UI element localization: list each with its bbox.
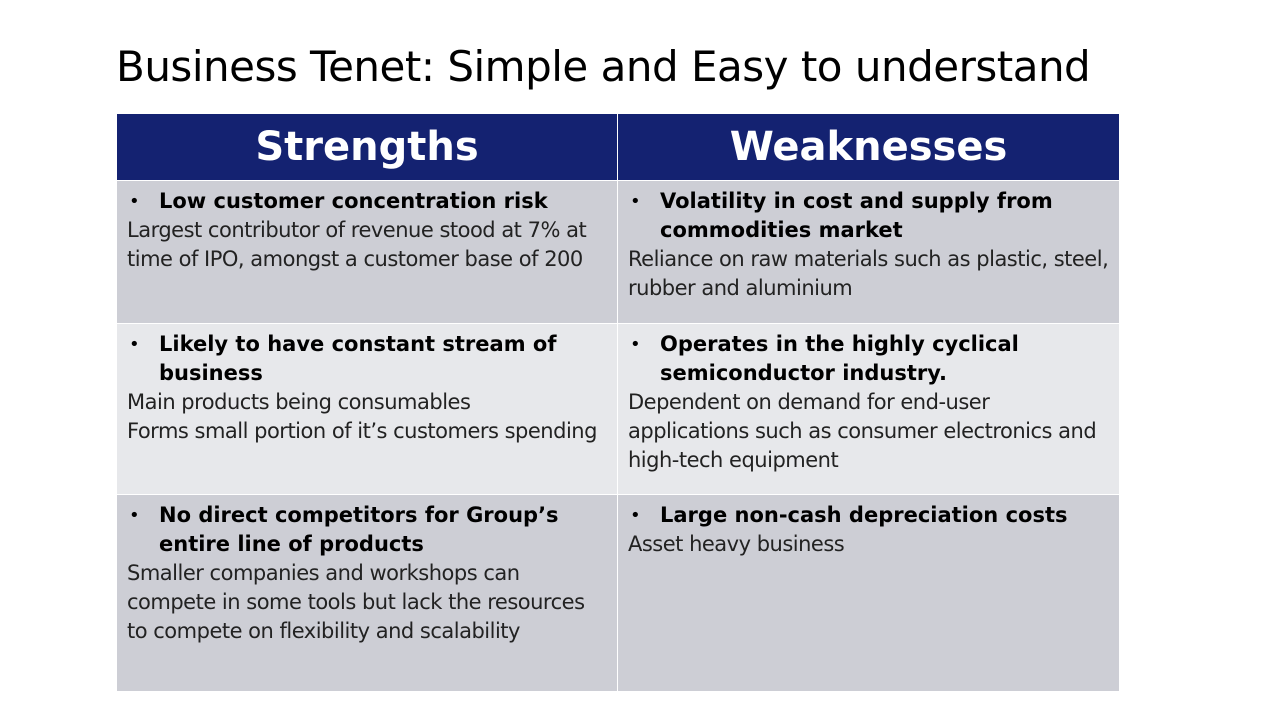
weakness-heading: • Operates in the highly cyclical semico… <box>630 332 1019 385</box>
weakness-cell: • Volatility in cost and supply from com… <box>617 180 1120 324</box>
bullet-icon: • <box>630 191 641 212</box>
weakness-detail: Asset heavy business <box>628 532 845 556</box>
strength-heading: • Likely to have constant stream of busi… <box>129 332 557 385</box>
slide-title: Business Tenet: Simple and Easy to under… <box>116 42 1091 91</box>
weakness-cell: • Large non-cash depreciation costs Asse… <box>617 494 1120 692</box>
strength-cell: • Low customer concentration risk Larges… <box>116 180 618 324</box>
bullet-icon: • <box>129 191 140 212</box>
bullet-icon: • <box>630 505 641 526</box>
strength-detail: Main products being consumables <box>127 390 471 414</box>
weakness-heading: • Volatility in cost and supply from com… <box>630 189 1053 242</box>
weakness-cell: • Operates in the highly cyclical semico… <box>617 323 1120 495</box>
bullet-icon: • <box>129 334 140 355</box>
strengths-header: Strengths <box>116 113 618 181</box>
strength-heading: • No direct competitors for Group’s enti… <box>129 503 559 556</box>
strength-detail: Largest contributor of revenue stood at … <box>127 218 587 271</box>
table-row: • Low customer concentration risk Larges… <box>116 180 1120 324</box>
strength-heading: • Low customer concentration risk <box>127 187 607 216</box>
swot-table: Strengths Weaknesses • Low customer conc… <box>116 113 1120 692</box>
header-row: Strengths Weaknesses <box>116 113 1120 181</box>
weakness-heading: • Large non-cash depreciation costs <box>628 501 1109 530</box>
weaknesses-header: Weaknesses <box>617 113 1120 181</box>
bullet-icon: • <box>129 505 140 526</box>
table-row: • Likely to have constant stream of busi… <box>116 323 1120 495</box>
strength-detail: Smaller companies and workshops can comp… <box>127 561 585 643</box>
bullet-icon: • <box>630 334 641 355</box>
strength-detail: Forms small portion of it’s customers sp… <box>127 419 597 443</box>
table-row: • No direct competitors for Group’s enti… <box>116 494 1120 692</box>
strength-cell: • No direct competitors for Group’s enti… <box>116 494 618 692</box>
weakness-detail: Reliance on raw materials such as plasti… <box>628 247 1109 300</box>
strength-cell: • Likely to have constant stream of busi… <box>116 323 618 495</box>
weakness-detail: Dependent on demand for end-user applica… <box>628 390 1097 472</box>
